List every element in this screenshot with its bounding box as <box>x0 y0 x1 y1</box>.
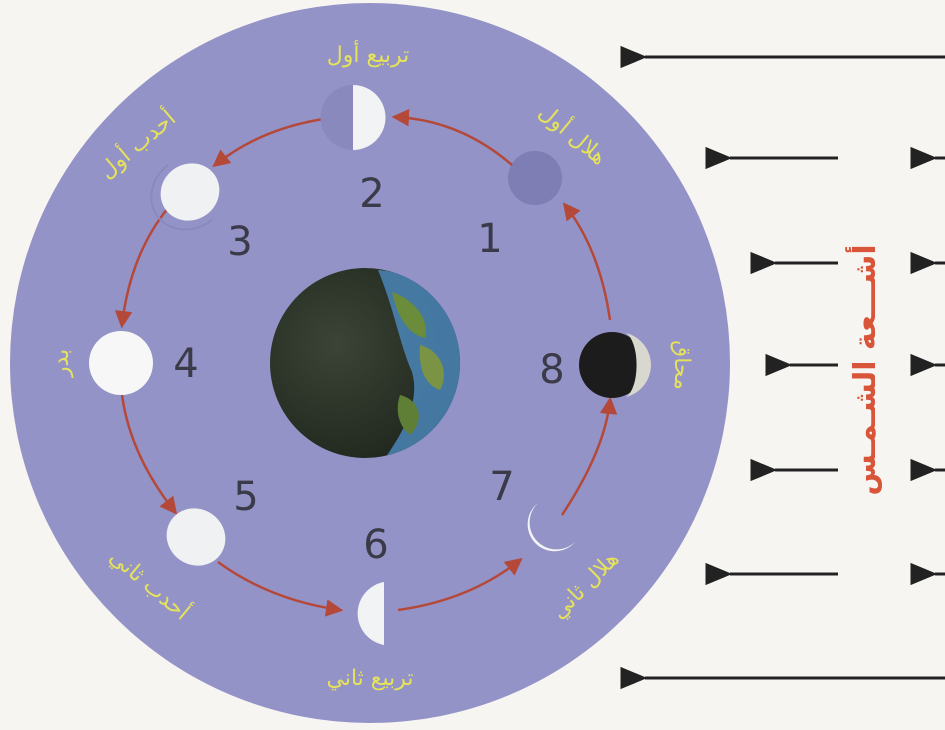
phase-number-1: 1 <box>477 216 502 262</box>
moon-phase-8-icon <box>579 332 651 398</box>
moon-phase-2-icon <box>321 85 386 150</box>
phase-number-6: 6 <box>363 522 388 568</box>
phase-number-3: 3 <box>227 219 252 265</box>
phase-number-2: 2 <box>359 171 384 217</box>
moon-phase-1-icon <box>508 151 562 205</box>
phase-number-4: 4 <box>173 341 198 387</box>
phase-number-7: 7 <box>489 464 514 510</box>
moon-phase-4-icon <box>89 331 153 395</box>
phase-label-4: بدر <box>49 349 74 378</box>
phase-number-5: 5 <box>233 474 258 520</box>
phase-number-8: 8 <box>539 347 564 393</box>
phase-label-6: تربيع ثاني <box>326 666 413 691</box>
phase-label-8: محاق <box>669 340 694 390</box>
phase-label-2: تربيع أول <box>327 40 409 68</box>
sun-rays-label: أشـــعة الشـمـس <box>845 244 883 495</box>
